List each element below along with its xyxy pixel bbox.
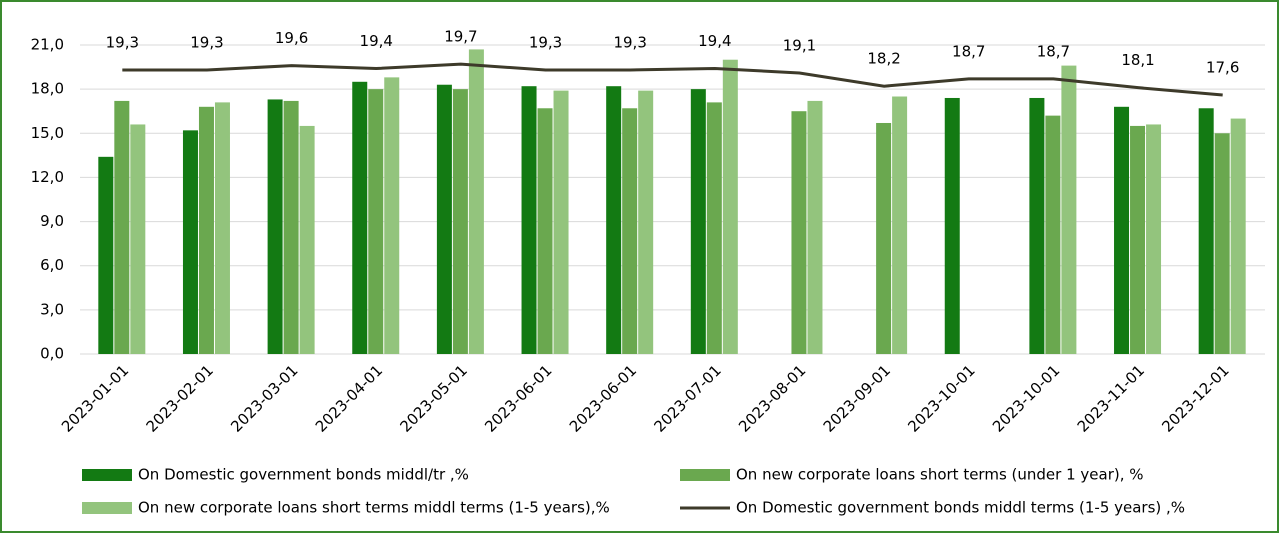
bar: [1146, 124, 1162, 354]
bar: [521, 86, 537, 354]
y-tick-label: 6,0: [40, 256, 64, 274]
data-label: 19,3: [529, 34, 562, 52]
legend-swatch: [82, 469, 132, 481]
data-label: 19,4: [698, 32, 731, 50]
bar: [690, 89, 706, 355]
bar: [622, 108, 638, 355]
bar: [537, 108, 553, 355]
y-tick-label: 15,0: [31, 124, 64, 142]
legend-swatch: [680, 469, 730, 481]
bar: [352, 81, 368, 355]
legend-swatch: [82, 502, 132, 514]
bar: [98, 156, 114, 354]
data-label: 19,7: [444, 28, 477, 46]
data-label: 18,7: [952, 42, 985, 60]
data-label: 18,1: [1121, 51, 1154, 69]
bar: [214, 102, 230, 354]
bar: [368, 89, 384, 355]
bar: [283, 100, 299, 355]
bar: [944, 97, 960, 354]
legend-label: On new corporate loans short terms (unde…: [736, 466, 1144, 484]
y-tick-label: 0,0: [40, 345, 64, 363]
bar: [892, 96, 908, 354]
data-label: 18,2: [867, 50, 900, 68]
bar: [1045, 115, 1061, 354]
bar: [706, 102, 722, 354]
legend-label: On Domestic government bonds middl/tr ,%: [138, 466, 469, 484]
bar: [267, 99, 283, 354]
y-tick-label: 18,0: [31, 80, 64, 98]
bar: [299, 125, 315, 354]
data-label: 18,7: [1037, 42, 1070, 60]
line: [122, 62, 1223, 97]
legend-label: On new corporate loans short terms middl…: [138, 499, 610, 517]
bar: [1214, 133, 1230, 354]
bar: [638, 90, 654, 354]
bar: [1130, 125, 1146, 354]
y-tick-label: 21,0: [31, 36, 64, 54]
bar: [606, 86, 622, 354]
data-label: 19,3: [613, 34, 646, 52]
data-label: 19,4: [360, 32, 393, 50]
bar: [553, 90, 569, 354]
bar: [468, 49, 484, 355]
y-tick-label: 9,0: [40, 212, 64, 230]
bar: [807, 100, 823, 355]
bar: [436, 84, 452, 354]
y-tick-label: 3,0: [40, 300, 64, 318]
bar: [791, 111, 807, 354]
y-tick-label: 12,0: [31, 168, 64, 186]
bar: [452, 89, 468, 355]
bar: [384, 77, 400, 354]
data-label: 19,3: [106, 34, 139, 52]
data-label: 19,3: [190, 34, 223, 52]
bar: [198, 106, 214, 354]
data-label: 19,1: [783, 36, 816, 54]
legend-label: On Domestic government bonds middl terms…: [736, 499, 1185, 517]
bar: [1230, 118, 1246, 354]
data-label: 17,6: [1206, 59, 1239, 77]
bar: [1029, 97, 1045, 354]
bar: [1061, 65, 1077, 354]
bar: [722, 59, 738, 354]
bar: [1198, 108, 1214, 355]
data-label: 19,6: [275, 29, 308, 47]
bar: [114, 100, 130, 355]
bar: [1114, 106, 1130, 354]
bar: [182, 130, 198, 354]
bar: [876, 122, 892, 354]
bar: [130, 124, 146, 354]
